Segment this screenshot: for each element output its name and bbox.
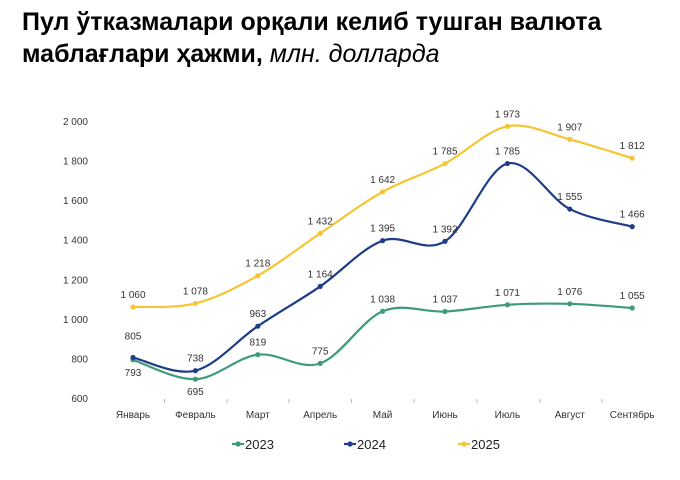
series-line-2023 bbox=[132, 302, 633, 381]
y-tick-label: 1 800 bbox=[63, 157, 88, 168]
x-tick-label: Февраль bbox=[175, 410, 216, 421]
chart-title: Пул ўтказмалари орқали келиб тушган валю… bbox=[22, 8, 602, 68]
data-point-2024 bbox=[255, 323, 261, 329]
legend-marker-2025 bbox=[461, 441, 467, 447]
data-label-2023: 1 076 bbox=[557, 287, 582, 298]
data-label-2024: 1 164 bbox=[308, 269, 333, 280]
y-tick-label: 1 600 bbox=[63, 196, 88, 207]
data-point-2024 bbox=[380, 238, 386, 244]
data-label-2024: 1 395 bbox=[370, 224, 395, 235]
data-label-2024: 1 466 bbox=[620, 210, 645, 221]
y-tick-label: 600 bbox=[71, 394, 88, 405]
data-label-2025: 1 642 bbox=[370, 175, 395, 186]
data-point-2023 bbox=[317, 360, 323, 366]
data-point-2024 bbox=[192, 368, 198, 374]
data-label-2025: 1 078 bbox=[183, 286, 208, 297]
data-label-2025: 1 973 bbox=[495, 109, 520, 120]
data-label-2025: 1 060 bbox=[120, 290, 145, 301]
x-tick-label: Март bbox=[246, 410, 270, 421]
data-label-2024: 1 785 bbox=[495, 147, 520, 158]
data-point-2025 bbox=[255, 273, 261, 279]
data-point-2024 bbox=[567, 206, 573, 212]
data-label-2025: 1 907 bbox=[557, 122, 582, 133]
data-point-2023 bbox=[504, 302, 510, 308]
data-point-2024 bbox=[629, 224, 635, 230]
data-point-2025 bbox=[504, 123, 510, 129]
legend-label-2023: 2023 bbox=[245, 437, 274, 452]
data-point-2023 bbox=[192, 376, 198, 382]
data-label-2023: 1 055 bbox=[620, 291, 645, 302]
data-label-2025: 1 432 bbox=[308, 216, 333, 227]
data-label-2023: 695 bbox=[187, 387, 204, 398]
data-point-2024 bbox=[504, 160, 510, 167]
data-point-2024 bbox=[317, 283, 323, 290]
data-label-2023: 793 bbox=[125, 368, 142, 379]
data-point-2025 bbox=[192, 300, 198, 307]
data-point-2025 bbox=[130, 304, 136, 310]
data-label-2024: 805 bbox=[125, 331, 142, 342]
data-point-2025 bbox=[567, 136, 573, 143]
legend-marker-2024 bbox=[347, 441, 353, 447]
data-point-2024 bbox=[442, 238, 448, 244]
data-point-2024 bbox=[130, 354, 136, 361]
data-label-2023: 819 bbox=[249, 338, 266, 349]
x-tick-label: Сентябрь bbox=[610, 409, 655, 421]
y-tick-label: 2 000 bbox=[63, 117, 88, 128]
data-label-2023: 775 bbox=[312, 346, 329, 357]
x-tick-label: Май bbox=[373, 410, 393, 421]
data-label-2025: 1 785 bbox=[432, 147, 457, 158]
data-label-2023: 1 071 bbox=[495, 288, 520, 299]
data-point-2023 bbox=[255, 352, 261, 358]
y-tick-label: 800 bbox=[71, 354, 88, 365]
legend-label-2025: 2025 bbox=[471, 437, 500, 452]
data-label-2025: 1 812 bbox=[620, 141, 645, 152]
y-tick-label: 1 400 bbox=[63, 236, 88, 247]
series-line-2024 bbox=[132, 162, 633, 373]
data-point-2023 bbox=[442, 308, 448, 315]
data-label-2024: 1 392 bbox=[432, 224, 457, 235]
y-tick-label: 1 000 bbox=[63, 315, 88, 326]
x-tick-label: Август bbox=[555, 410, 586, 421]
data-point-2023 bbox=[380, 308, 386, 314]
x-tick-label: Апрель bbox=[303, 410, 337, 421]
data-label-2024: 738 bbox=[187, 354, 204, 365]
x-tick-label: Январь bbox=[116, 410, 150, 421]
data-point-2025 bbox=[442, 160, 448, 167]
data-label-2024: 963 bbox=[249, 309, 266, 320]
x-tick-label: Июль bbox=[495, 410, 521, 421]
legend-marker-2023 bbox=[235, 441, 241, 447]
data-label-2024: 1 555 bbox=[557, 192, 582, 203]
data-point-2025 bbox=[380, 189, 386, 195]
data-point-2025 bbox=[629, 155, 635, 161]
x-tick-label: Июнь bbox=[432, 410, 457, 421]
legend-label-2024: 2024 bbox=[357, 437, 386, 452]
data-point-2023 bbox=[567, 301, 573, 307]
y-tick-label: 1 200 bbox=[63, 275, 88, 286]
data-point-2025 bbox=[317, 230, 323, 236]
data-label-2025: 1 218 bbox=[245, 259, 270, 270]
data-label-2023: 1 038 bbox=[370, 294, 395, 305]
data-label-2023: 1 037 bbox=[432, 295, 457, 306]
series-line-2025 bbox=[132, 124, 633, 309]
data-point-2023 bbox=[629, 305, 635, 311]
